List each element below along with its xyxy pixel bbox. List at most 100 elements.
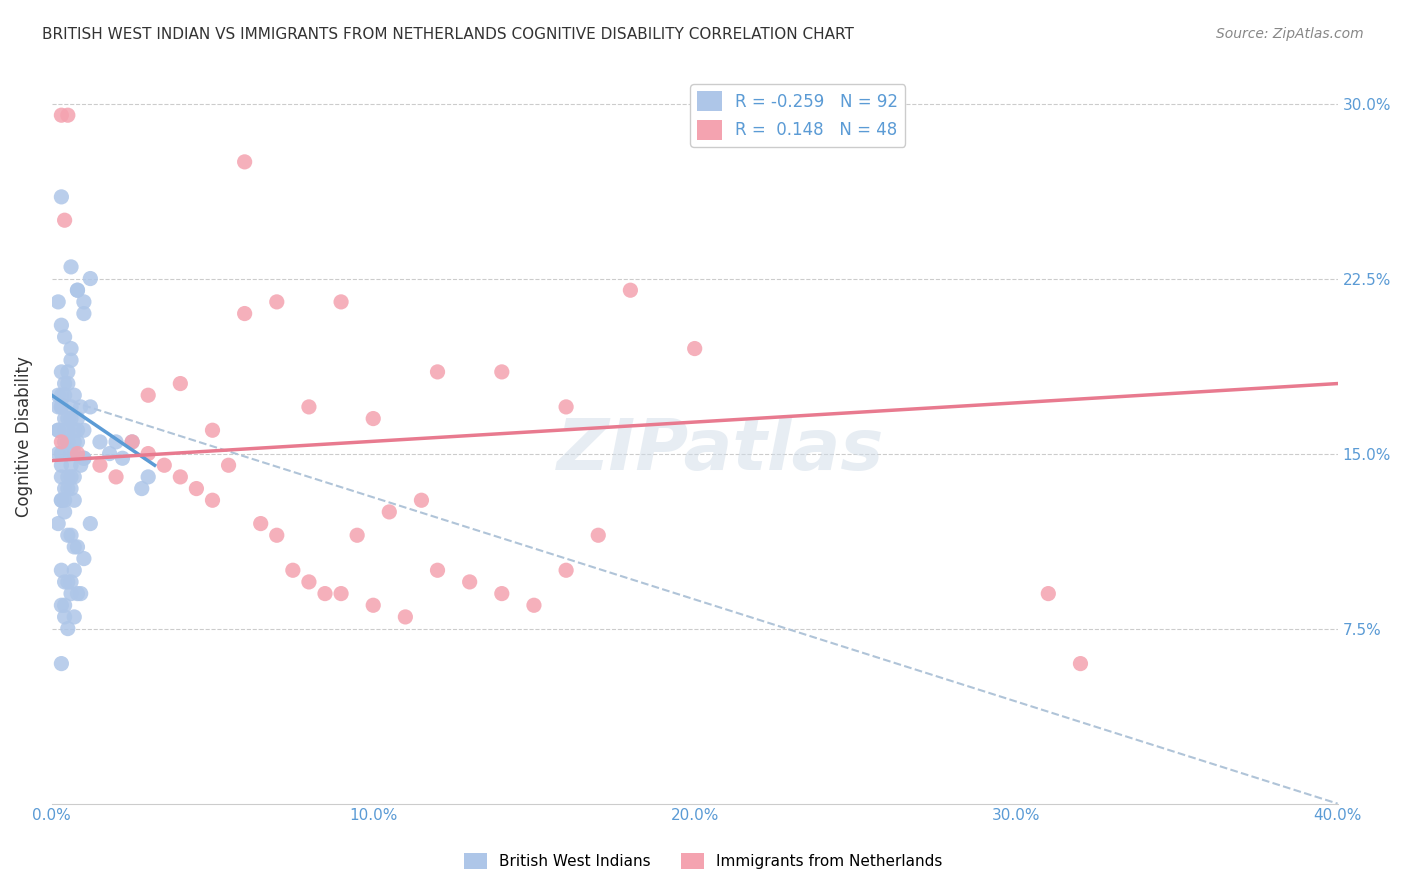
Text: ZIPatlas: ZIPatlas — [557, 417, 884, 485]
Point — [53, 505, 76, 519]
Point — [51, 446, 73, 460]
Point — [66, 540, 89, 554]
Point — [63, 470, 86, 484]
Point — [53, 213, 76, 227]
Point — [98, 446, 121, 460]
Point — [66, 283, 89, 297]
Point — [281, 563, 304, 577]
Point — [60, 400, 83, 414]
Point — [458, 574, 481, 589]
Point — [66, 434, 89, 449]
Point — [121, 434, 143, 449]
Point — [66, 411, 89, 425]
Point — [361, 599, 384, 613]
Point — [131, 482, 153, 496]
Point — [73, 451, 96, 466]
Point — [361, 411, 384, 425]
Point — [79, 271, 101, 285]
Point — [89, 434, 111, 449]
Point — [60, 342, 83, 356]
Point — [53, 376, 76, 391]
Point — [56, 365, 79, 379]
Point — [169, 470, 191, 484]
Point — [411, 493, 433, 508]
Point — [73, 307, 96, 321]
Point — [60, 528, 83, 542]
Point — [69, 400, 91, 414]
Point — [844, 108, 866, 122]
Point — [60, 260, 83, 274]
Point — [53, 493, 76, 508]
Point — [63, 423, 86, 437]
Point — [73, 294, 96, 309]
Point — [63, 610, 86, 624]
Point — [51, 400, 73, 414]
Point — [56, 423, 79, 437]
Point — [73, 451, 96, 466]
Point — [51, 190, 73, 204]
Point — [136, 388, 159, 402]
Point — [66, 586, 89, 600]
Point — [60, 446, 83, 460]
Point — [56, 528, 79, 542]
Point — [201, 423, 224, 437]
Point — [378, 505, 401, 519]
Point — [60, 470, 83, 484]
Point — [53, 482, 76, 496]
Point — [46, 388, 69, 402]
Point — [51, 400, 73, 414]
Point — [53, 599, 76, 613]
Point — [586, 528, 609, 542]
Point — [169, 376, 191, 391]
Point — [51, 434, 73, 449]
Point — [56, 411, 79, 425]
Point — [56, 434, 79, 449]
Point — [233, 154, 256, 169]
Point — [136, 470, 159, 484]
Point — [89, 458, 111, 473]
Point — [46, 294, 69, 309]
Point — [51, 493, 73, 508]
Point — [51, 563, 73, 577]
Point — [63, 388, 86, 402]
Point — [60, 574, 83, 589]
Text: BRITISH WEST INDIAN VS IMMIGRANTS FROM NETHERLANDS COGNITIVE DISABILITY CORRELAT: BRITISH WEST INDIAN VS IMMIGRANTS FROM N… — [42, 27, 853, 42]
Point — [53, 610, 76, 624]
Point — [121, 434, 143, 449]
Point — [79, 400, 101, 414]
Point — [46, 423, 69, 437]
Point — [153, 458, 176, 473]
Point — [63, 446, 86, 460]
Point — [60, 586, 83, 600]
Y-axis label: Cognitive Disability: Cognitive Disability — [15, 356, 32, 516]
Point — [53, 411, 76, 425]
Point — [63, 434, 86, 449]
Point — [105, 434, 128, 449]
Point — [66, 446, 89, 460]
Point — [73, 423, 96, 437]
Point — [63, 563, 86, 577]
Point — [79, 516, 101, 531]
Point — [56, 574, 79, 589]
Point — [46, 423, 69, 437]
Point — [53, 423, 76, 437]
Point — [491, 586, 513, 600]
Point — [394, 610, 416, 624]
Point — [46, 516, 69, 531]
Point — [66, 283, 89, 297]
Point — [683, 342, 706, 356]
Point — [56, 482, 79, 496]
Point — [426, 563, 449, 577]
Point — [346, 528, 368, 542]
Point — [56, 470, 79, 484]
Point — [46, 400, 69, 414]
Point — [555, 563, 578, 577]
Point — [51, 388, 73, 402]
Point — [201, 493, 224, 508]
Point — [46, 446, 69, 460]
Point — [491, 365, 513, 379]
Point — [56, 434, 79, 449]
Point — [63, 493, 86, 508]
Point — [63, 540, 86, 554]
Point — [60, 458, 83, 473]
